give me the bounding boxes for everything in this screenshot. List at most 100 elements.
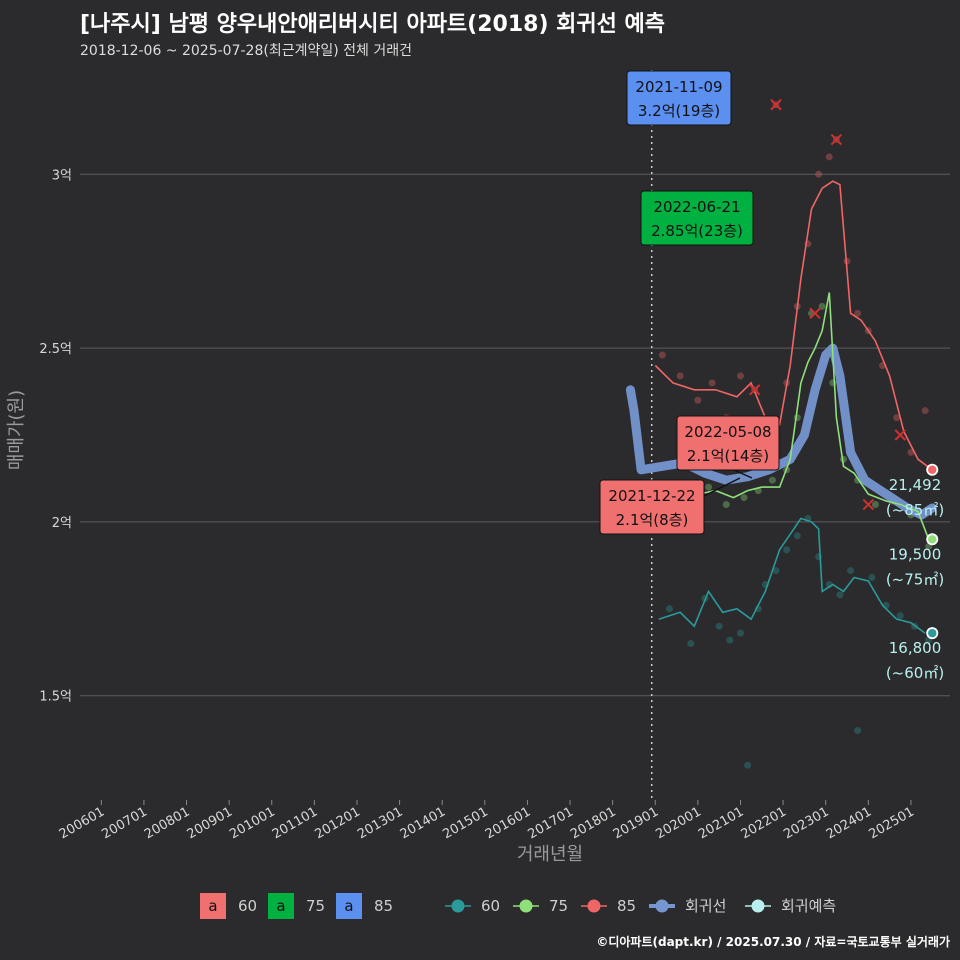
legend-line-name: 회귀예측 — [781, 897, 836, 915]
legend-line-name: 85 — [617, 897, 636, 915]
legend-label-swatch — [268, 893, 294, 919]
end-value-label-60: 16,800 — [889, 639, 942, 657]
legend-label-swatch — [200, 893, 226, 919]
legend-point-key — [519, 899, 533, 913]
x-tick-label: 200901 — [185, 804, 235, 842]
x-axis-title: 거래년월 — [517, 844, 583, 865]
trade-dot-60 — [793, 532, 801, 540]
y-axis-title: 매매가(원) — [6, 390, 27, 470]
legend-label-key: a — [208, 897, 217, 915]
legend-label-key: a — [344, 897, 353, 915]
legend-line-name: 회귀선 — [685, 897, 726, 915]
annotation-date: 2022-06-21 — [653, 198, 740, 216]
series-line-85 — [654, 180, 933, 471]
trade-dot-85 — [676, 372, 684, 380]
annotation-date: 2022-05-08 — [684, 423, 771, 441]
annotation-text: 2.85억(23층) — [651, 222, 743, 240]
x-tick-label: 202001 — [653, 804, 703, 842]
trade-dot-85 — [893, 414, 901, 422]
series-line-75 — [697, 292, 930, 540]
x-tick-label: 200601 — [57, 804, 107, 842]
chart-subtitle: 2018-12-06 ~ 2025-07-28(최근계약일) 전체 거래건 — [80, 43, 412, 59]
series-line-60 — [658, 517, 926, 634]
x-tick-label: 202301 — [781, 804, 831, 842]
highlight-x-marker — [862, 498, 875, 511]
x-tick-label: 201501 — [440, 804, 490, 842]
end-marker-85 — [928, 465, 937, 474]
trade-dot-60 — [836, 591, 844, 599]
legend-point-key — [655, 899, 669, 913]
trade-dot-60 — [726, 636, 734, 644]
trade-dot-60 — [783, 546, 791, 554]
legend-point-key — [751, 899, 765, 913]
legend-line-name: 75 — [549, 897, 568, 915]
annotation-text: 2.1억(14층) — [687, 447, 769, 465]
legend-point-key — [451, 899, 465, 913]
highlight-x-marker — [894, 429, 906, 441]
trade-dot-85 — [921, 407, 929, 415]
legend-label-name: 75 — [306, 897, 325, 915]
trade-dot-60 — [847, 567, 855, 575]
legend-label-key: a — [276, 897, 285, 915]
trade-dot-75 — [740, 494, 748, 502]
trade-dot-75 — [818, 302, 826, 310]
x-tick-label: 200801 — [142, 804, 192, 842]
legend-line-name: 60 — [481, 897, 500, 915]
end-value-label-75: 19,500 — [889, 545, 942, 563]
y-tick-label: 1.5억 — [39, 690, 72, 705]
annotation-box — [640, 190, 754, 246]
trade-dot-60 — [736, 629, 744, 637]
annotation-date: 2021-11-09 — [635, 78, 722, 96]
end-size-label-85: (~85㎡) — [886, 501, 944, 519]
highlight-x-marker — [809, 307, 821, 320]
trade-dot-60 — [772, 567, 780, 575]
annotation-box — [676, 415, 780, 471]
annotation-box — [599, 479, 705, 535]
annotation-leader — [703, 477, 741, 497]
trade-dot-85 — [658, 351, 666, 359]
end-size-label-75: (~75㎡) — [886, 570, 944, 588]
highlight-x-marker — [830, 133, 843, 146]
trade-dot-60 — [896, 612, 904, 620]
trade-dot-60 — [665, 605, 673, 613]
trade-dot-85 — [854, 309, 862, 317]
legend-point-key — [587, 899, 601, 913]
trade-dot-60 — [868, 574, 876, 582]
x-tick-label: 201201 — [312, 804, 362, 842]
end-marker-60 — [928, 628, 937, 638]
trade-dot-60 — [715, 622, 723, 630]
end-size-label-60: (~60㎡) — [886, 664, 944, 682]
trade-dot-75 — [705, 483, 713, 491]
x-tick-label: 201701 — [526, 804, 576, 842]
end-marker-75 — [928, 535, 937, 544]
x-tick-label: 201801 — [568, 804, 618, 842]
trade-dot-85 — [708, 379, 716, 387]
trade-dot-75 — [768, 476, 776, 484]
chart-title: [나주시] 남평 양우내안애리버시티 아파트(2018) 회귀선 예측 — [80, 12, 666, 37]
x-tick-label: 200701 — [99, 804, 149, 842]
trade-dot-60 — [687, 640, 695, 648]
annotation-box — [626, 70, 732, 126]
trade-dot-75 — [793, 414, 801, 422]
x-tick-label: 202501 — [866, 804, 916, 842]
annotation-text: 3.2억(19층) — [638, 102, 720, 120]
legend-label-swatch — [336, 893, 362, 919]
trade-dot-60 — [854, 726, 862, 734]
y-tick-label: 3억 — [52, 168, 72, 183]
x-tick-label: 201401 — [398, 804, 448, 842]
trade-dot-85 — [694, 396, 702, 404]
end-value-label-85: 21,492 — [889, 476, 942, 494]
highlight-x-marker — [770, 99, 782, 111]
legend-label-name: 85 — [374, 897, 393, 915]
trade-dot-85 — [736, 372, 744, 380]
x-tick-label: 202101 — [696, 804, 746, 842]
trade-dot-60 — [744, 761, 752, 769]
x-tick-label: 202401 — [824, 804, 874, 842]
x-tick-label: 201901 — [611, 804, 661, 842]
highlight-x-marker — [748, 384, 761, 396]
y-tick-label: 2억 — [52, 516, 72, 531]
y-tick-label: 2.5억 — [39, 342, 72, 357]
trade-dot-75 — [722, 501, 730, 509]
x-tick-label: 201601 — [483, 804, 533, 842]
